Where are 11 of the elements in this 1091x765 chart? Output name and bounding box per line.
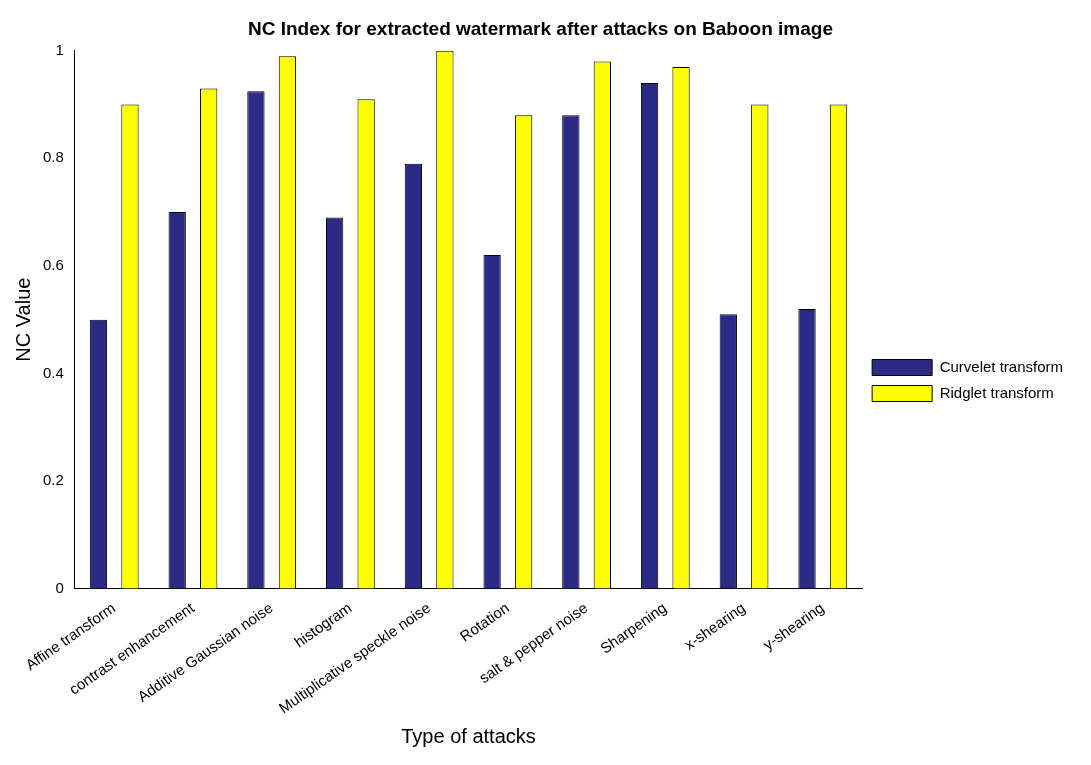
y-tick-label: 0.4 [42, 363, 64, 381]
y-tick-label: 0 [55, 578, 64, 596]
y-axis-title: NC Value [11, 277, 34, 362]
legend-label: Curvelet transform [939, 357, 1064, 375]
y-tick-label: 1 [55, 40, 64, 58]
chart-title: NC Index for extracted watermark after attacks on Baboon image [248, 17, 833, 39]
y-tick-label: 0.2 [42, 471, 64, 489]
y-tick-label: 0.8 [42, 148, 64, 166]
legend-label: Ridglet transform [939, 383, 1054, 401]
y-tick-label: 0.6 [42, 256, 64, 274]
x-axis-title: Type of attacks [401, 724, 536, 747]
